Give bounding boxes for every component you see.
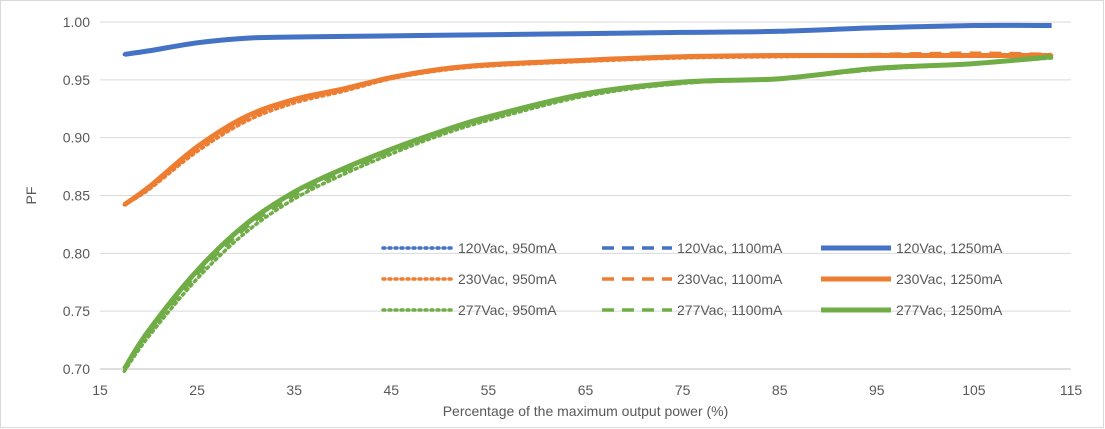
legend-label: 120Vac, 950mA <box>458 240 557 256</box>
x-tick-label: 95 <box>869 382 885 398</box>
x-tick-label: 115 <box>1060 382 1083 398</box>
legend-label: 277Vac, 1250mA <box>896 302 1003 318</box>
x-axis-title: Percentage of the maximum output power (… <box>443 403 729 419</box>
legend-label: 230Vac, 1250mA <box>896 271 1003 287</box>
y-tick-label: 0.90 <box>63 130 90 146</box>
x-tick-label: 35 <box>286 382 302 398</box>
x-tick-label: 45 <box>384 382 400 398</box>
x-tick-label: 55 <box>481 382 497 398</box>
legend-label: 230Vac, 950mA <box>458 271 557 287</box>
legend-label: 120Vac, 1250mA <box>896 240 1003 256</box>
series-line-230vac-1100ma <box>123 51 1052 207</box>
x-tick-label: 25 <box>189 382 205 398</box>
series-line-230vac-950ma <box>122 53 1054 207</box>
x-tick-labels: 15 25 35 45 55 65 75 85 95 105 115 <box>92 382 1082 398</box>
gridlines <box>100 21 1071 370</box>
legend: 120Vac, 950mA 120Vac, 1100mA 120Vac, 1250m… <box>381 240 1003 318</box>
y-axis-title: PF <box>23 187 39 205</box>
x-tick-label: 75 <box>675 382 691 398</box>
legend-label: 277Vac, 1100mA <box>677 302 783 318</box>
legend-label: 230Vac, 1100mA <box>677 271 783 287</box>
series-line-230vac-1250ma <box>122 52 1052 207</box>
x-tick-label: 85 <box>772 382 788 398</box>
legend-label: 120Vac, 1100mA <box>677 240 783 256</box>
y-tick-label: 0.70 <box>63 361 90 377</box>
x-tick-label: 15 <box>92 382 108 398</box>
y-tick-label: 0.80 <box>63 245 90 261</box>
legend-label: 277Vac, 950mA <box>458 302 557 318</box>
series-line-120vac-1250ma <box>123 22 1052 57</box>
series-lines <box>122 22 1054 374</box>
x-tick-label: 65 <box>578 382 594 398</box>
y-tick-label: 0.85 <box>63 188 90 204</box>
y-tick-label: 0.95 <box>63 72 90 88</box>
y-tick-labels: 0.70 0.75 0.80 0.85 0.90 0.95 1.00 <box>63 14 90 377</box>
x-tick-label: 105 <box>962 382 986 398</box>
series-line-277vac-1250ma <box>122 54 1052 371</box>
y-tick-label: 1.00 <box>63 14 90 30</box>
y-tick-label: 0.75 <box>63 303 90 319</box>
